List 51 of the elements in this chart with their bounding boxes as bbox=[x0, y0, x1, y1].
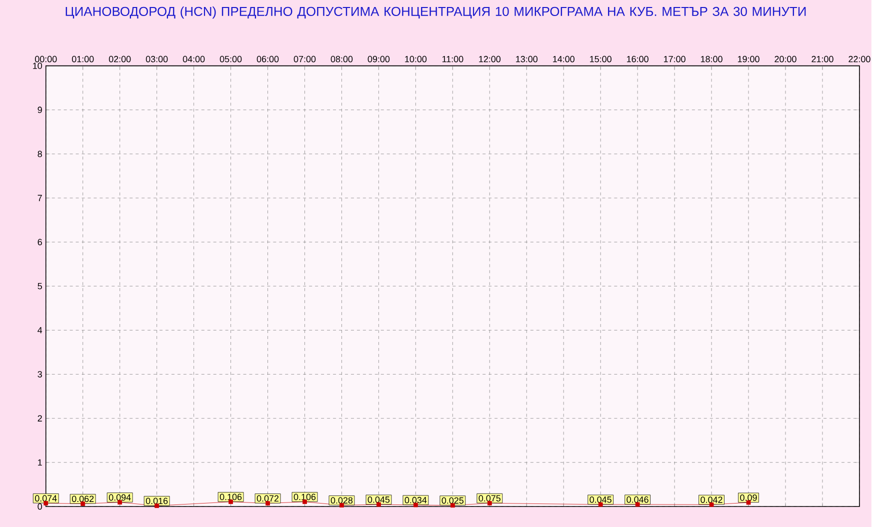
y-tick-label: 6 bbox=[38, 238, 42, 246]
x-tick-label: 11:00 bbox=[442, 56, 464, 62]
data-label: 0.09 bbox=[740, 494, 757, 501]
y-tick-label: 1 bbox=[38, 459, 42, 466]
x-tick-label: 10:00 bbox=[405, 56, 427, 62]
y-tick-label: 7 bbox=[38, 194, 42, 201]
x-tick-label: 00:00 bbox=[34, 56, 57, 62]
x-tick-label: 09:00 bbox=[368, 56, 390, 62]
x-tick-label: 07:00 bbox=[294, 56, 316, 62]
x-tick-label: 21:00 bbox=[812, 56, 834, 62]
x-tick-label: 14:00 bbox=[553, 56, 574, 62]
x-tick-label: 16:00 bbox=[627, 56, 648, 62]
data-label: 0.016 bbox=[146, 498, 168, 504]
x-tick-label: 15:00 bbox=[590, 56, 612, 62]
y-tick-label: 5 bbox=[38, 282, 42, 290]
x-tick-label: 12:00 bbox=[479, 56, 501, 62]
data-label: 0.072 bbox=[256, 495, 279, 502]
data-label: 0.075 bbox=[478, 494, 500, 502]
x-tick-label: 04:00 bbox=[182, 56, 205, 62]
y-tick-label: 4 bbox=[38, 326, 42, 334]
x-tick-label: 20:00 bbox=[774, 56, 796, 62]
data-label: 0.028 bbox=[330, 496, 353, 504]
y-tick-label: 3 bbox=[38, 370, 42, 378]
data-label: 0.106 bbox=[220, 494, 242, 500]
data-label: 0.045 bbox=[590, 496, 612, 503]
data-label: 0.094 bbox=[108, 494, 131, 500]
x-tick-label: 05:00 bbox=[220, 56, 242, 62]
x-tick-label: 13:00 bbox=[516, 56, 538, 62]
chart-title: ЦИАНОВОДОРОД (HCN) ПРЕДЕЛНО ДОПУСТИМА КОНЦЕНТРАЦИЯ 10 МИКРОГРАМА НА КУБ. МЕТЪР ЗА 30 МИНУТИ bbox=[66, 6, 806, 18]
data-label: 0.034 bbox=[404, 496, 427, 504]
y-tick-label: 0 bbox=[38, 503, 42, 510]
data-label: 0.074 bbox=[34, 494, 57, 502]
data-label: 0.042 bbox=[700, 496, 722, 503]
x-tick-label: 06:00 bbox=[256, 56, 279, 62]
x-tick-label: 19:00 bbox=[738, 56, 760, 62]
x-tick-label: 01:00 bbox=[72, 56, 94, 62]
x-tick-label: 18:00 bbox=[700, 56, 722, 62]
x-tick-label: 03:00 bbox=[146, 56, 168, 62]
y-tick-label: 8 bbox=[38, 150, 42, 157]
x-tick-label: 17:00 bbox=[664, 56, 686, 62]
data-label: 0.045 bbox=[368, 496, 390, 503]
y-tick-label: 9 bbox=[38, 106, 42, 113]
data-label: 0.025 bbox=[442, 497, 464, 504]
y-tick-label: 2 bbox=[38, 415, 42, 422]
data-label: 0.106 bbox=[294, 494, 316, 500]
x-tick-label: 22:00 bbox=[848, 56, 870, 62]
data-label: 0.062 bbox=[72, 495, 94, 502]
y-tick-label: 10 bbox=[33, 62, 42, 69]
x-tick-label: 08:00 bbox=[330, 56, 353, 62]
data-label: 0.046 bbox=[626, 496, 648, 503]
x-tick-label: 02:00 bbox=[108, 56, 131, 62]
